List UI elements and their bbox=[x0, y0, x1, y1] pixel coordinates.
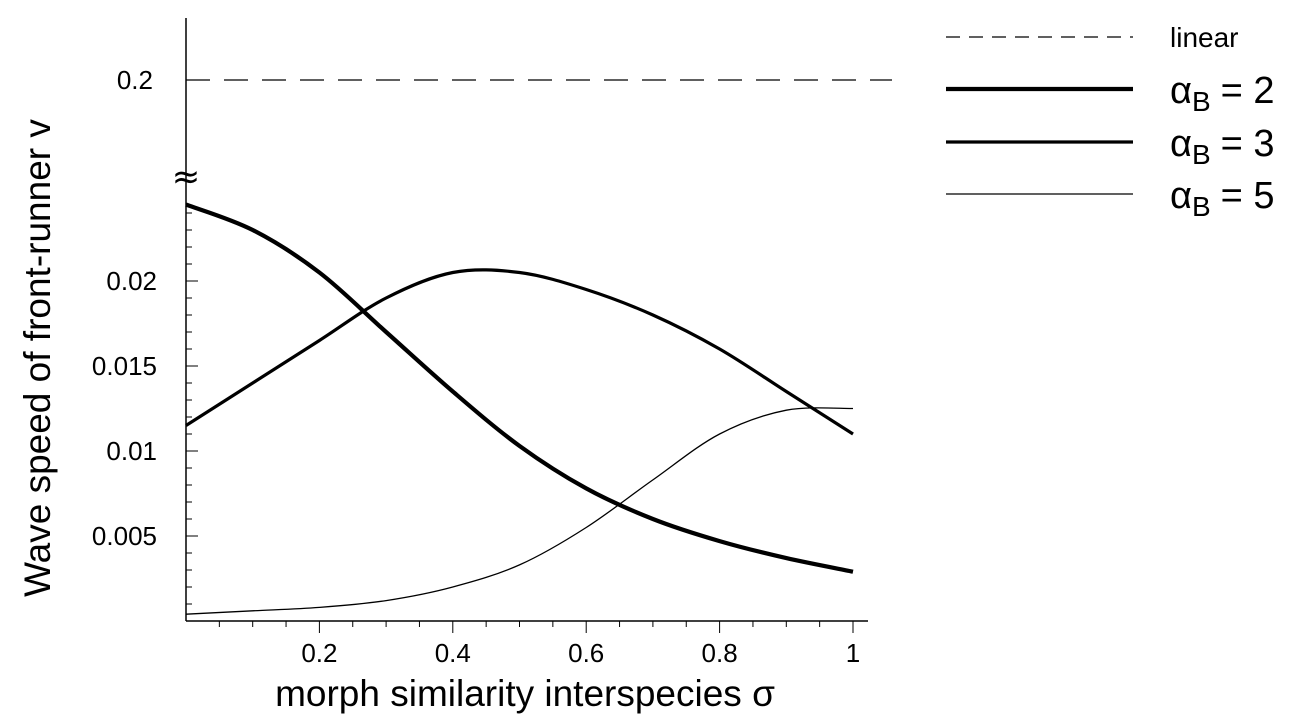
series-layer bbox=[185, 79, 892, 615]
x-tick-label: 0.4 bbox=[435, 638, 471, 668]
series-line-2 bbox=[185, 268, 854, 436]
y-axis-title: Wave speed of front-runner v bbox=[17, 119, 58, 597]
legend-alpha-3: α bbox=[1170, 175, 1192, 217]
legend-subscript-3: B bbox=[1192, 191, 1211, 222]
y-tick-label: 0.02 bbox=[106, 266, 157, 296]
x-tick-label: 0.8 bbox=[702, 638, 738, 668]
legend-value-2: = 3 bbox=[1221, 123, 1275, 165]
y-tick-label-break: 0.2 bbox=[117, 65, 153, 95]
legend-value-1: = 2 bbox=[1221, 70, 1275, 112]
legend-label-2: αB = 3 bbox=[1170, 123, 1275, 170]
legend-value-3: = 5 bbox=[1221, 175, 1275, 217]
y-tick-label: 0.005 bbox=[92, 521, 157, 551]
legend-label-1: αB = 2 bbox=[1170, 70, 1275, 117]
legend-alpha-2: α bbox=[1170, 123, 1192, 165]
legend-label-3: αB = 5 bbox=[1170, 175, 1275, 222]
axes: 0.2 0.4 0.6 0.8 1 0.005 0.01 0.015 0.02 0.2 ≈ morph… bbox=[17, 18, 868, 714]
x-tick-label: 1 bbox=[846, 638, 860, 668]
legend-alpha-1: α bbox=[1170, 70, 1192, 112]
legend-label-0: linear bbox=[1170, 22, 1238, 53]
y-tick-label: 0.015 bbox=[92, 351, 157, 381]
legend-subscript-1: B bbox=[1192, 86, 1211, 117]
x-tick-label: 0.2 bbox=[301, 638, 337, 668]
y-tick-label: 0.01 bbox=[106, 436, 157, 466]
x-axis-title: morph similarity interspecies σ bbox=[275, 673, 775, 714]
series-line-3 bbox=[185, 407, 854, 615]
axis-break-mark: ≈ bbox=[172, 157, 201, 197]
series-line-1 bbox=[185, 202, 854, 574]
legend-subscript-2: B bbox=[1192, 139, 1211, 170]
x-tick-label: 0.6 bbox=[568, 638, 604, 668]
